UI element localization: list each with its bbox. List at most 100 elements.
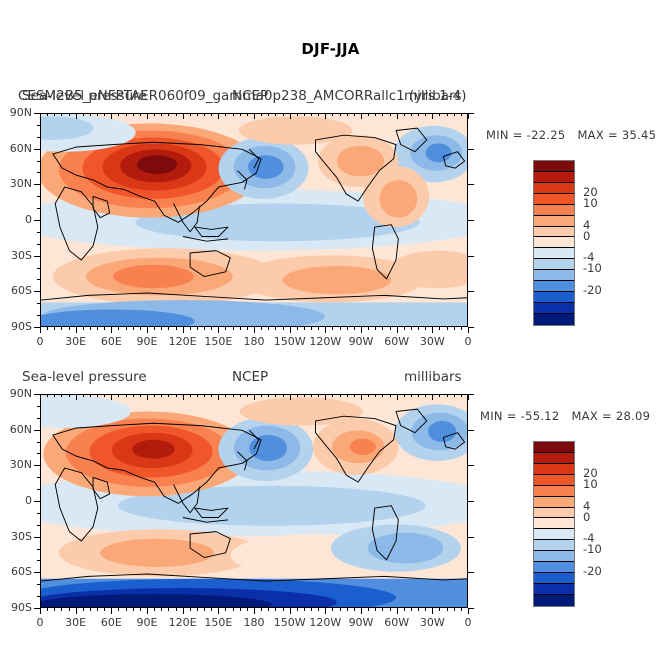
- x-axis-minor-tick: [47, 394, 49, 397]
- x-axis-minor-tick: [47, 113, 49, 116]
- y-axis-label: 60N: [9, 141, 32, 155]
- x-axis-minor-tick: [410, 113, 412, 116]
- y-axis-tick: [34, 536, 40, 538]
- x-axis-minor-tick: [382, 608, 384, 611]
- x-axis-minor-tick: [303, 394, 305, 397]
- x-axis-minor-tick: [168, 608, 170, 611]
- x-axis-minor-tick: [418, 608, 420, 611]
- x-axis-minor-tick: [332, 394, 334, 397]
- x-axis-minor-tick: [425, 394, 427, 397]
- x-axis-minor-tick: [239, 394, 241, 397]
- y-axis-tick: [468, 429, 474, 431]
- x-axis-label: 150E: [204, 335, 233, 348]
- x-axis-minor-tick: [139, 113, 141, 116]
- x-axis-label: 60W: [384, 616, 410, 629]
- colorbar-band: [534, 313, 574, 325]
- colorbar-band: [534, 573, 574, 584]
- x-axis-tick: [468, 327, 469, 333]
- panel-bottom-header-source: NCEP: [232, 369, 269, 385]
- colorbar-tick-label: -20: [583, 564, 602, 579]
- x-axis-minor-tick: [303, 608, 305, 611]
- x-axis-minor-tick: [318, 113, 320, 116]
- y-axis-minor-tick: [37, 136, 40, 138]
- y-axis-minor-tick: [37, 279, 40, 281]
- x-axis-tick: [289, 327, 291, 333]
- x-axis-minor-tick: [453, 113, 455, 116]
- x-axis-minor-tick: [296, 113, 298, 116]
- x-axis-minor-tick: [196, 394, 198, 397]
- x-axis-minor-tick: [261, 394, 263, 397]
- colorbar-tick-label: 4: [583, 217, 591, 232]
- x-axis-minor-tick: [139, 608, 141, 611]
- colorbar-band: [534, 226, 574, 238]
- x-axis-tick: [361, 113, 362, 119]
- x-axis-minor-tick: [104, 608, 106, 611]
- x-axis-minor-tick: [54, 394, 56, 397]
- colorbar-tick-label: -4: [583, 250, 595, 265]
- x-axis-minor-tick: [375, 327, 377, 330]
- x-axis-minor-tick: [339, 113, 341, 116]
- x-axis-minor-tick: [261, 608, 263, 611]
- x-axis-minor-tick: [97, 608, 99, 611]
- y-axis-minor-tick: [37, 560, 40, 562]
- map-field-ncep: [41, 395, 467, 607]
- x-axis-tick: [75, 394, 77, 400]
- x-axis-minor-tick: [154, 327, 156, 330]
- y-axis-minor-tick: [37, 303, 40, 305]
- x-axis-minor-tick: [261, 327, 263, 330]
- x-axis-tick: [147, 394, 148, 400]
- x-axis-minor-tick: [189, 608, 191, 611]
- x-axis-tick: [396, 608, 398, 614]
- x-axis-tick: [75, 113, 77, 119]
- x-axis-label: 180: [243, 335, 265, 348]
- y-axis-minor-tick: [37, 405, 40, 407]
- y-axis-tick: [468, 113, 474, 114]
- x-axis-label: 120E: [168, 335, 197, 348]
- y-axis-minor-tick: [37, 489, 40, 491]
- x-axis-minor-tick: [268, 113, 270, 116]
- x-axis-minor-tick: [282, 394, 284, 397]
- panel-bottom-header-variable: Sea-level pressure: [22, 369, 147, 385]
- x-axis-label: 60E: [100, 616, 122, 629]
- colorbar-band: [534, 270, 574, 282]
- x-axis-minor-tick: [54, 608, 56, 611]
- colorbar-band: [534, 583, 574, 595]
- x-axis-minor-tick: [311, 327, 313, 330]
- x-axis-minor-tick: [311, 608, 313, 611]
- y-axis-tick: [468, 465, 474, 467]
- x-axis-minor-tick: [89, 327, 91, 330]
- y-axis-tick: [468, 220, 474, 221]
- x-axis-minor-tick: [446, 608, 448, 611]
- x-axis-minor-tick: [97, 394, 99, 397]
- x-axis-tick: [254, 608, 255, 614]
- y-axis-label: 60N: [9, 422, 32, 436]
- x-axis-minor-tick: [118, 113, 120, 116]
- y-axis-minor-tick: [37, 196, 40, 198]
- colorbar-tick-label: 4: [583, 498, 591, 513]
- x-axis-tick: [40, 394, 41, 400]
- colorbar-band: [534, 496, 574, 508]
- x-axis-minor-tick: [61, 394, 63, 397]
- panel-top-header-variable: Sea-level pressure: [22, 88, 147, 104]
- x-axis-minor-tick: [403, 327, 405, 330]
- x-axis-minor-tick: [232, 327, 234, 330]
- x-axis-minor-tick: [246, 327, 248, 330]
- x-axis-tick: [147, 608, 148, 614]
- x-axis-minor-tick: [268, 327, 270, 330]
- y-axis-tick: [468, 572, 474, 574]
- colorbar-band: [534, 292, 574, 303]
- x-axis-tick: [218, 113, 220, 119]
- x-axis-minor-tick: [54, 113, 56, 116]
- x-axis-minor-tick: [89, 608, 91, 611]
- x-axis-label: 150W: [273, 616, 306, 629]
- x-axis-minor-tick: [211, 113, 213, 116]
- x-axis-tick: [361, 608, 362, 614]
- y-axis-tick: [34, 148, 40, 150]
- x-axis-minor-tick: [425, 113, 427, 116]
- x-axis-tick: [40, 113, 41, 119]
- colorbar-band: [534, 248, 574, 260]
- y-axis-tick: [468, 148, 474, 150]
- x-axis-minor-tick: [47, 327, 49, 330]
- colorbar-band: [534, 215, 574, 227]
- x-axis-minor-tick: [132, 327, 134, 330]
